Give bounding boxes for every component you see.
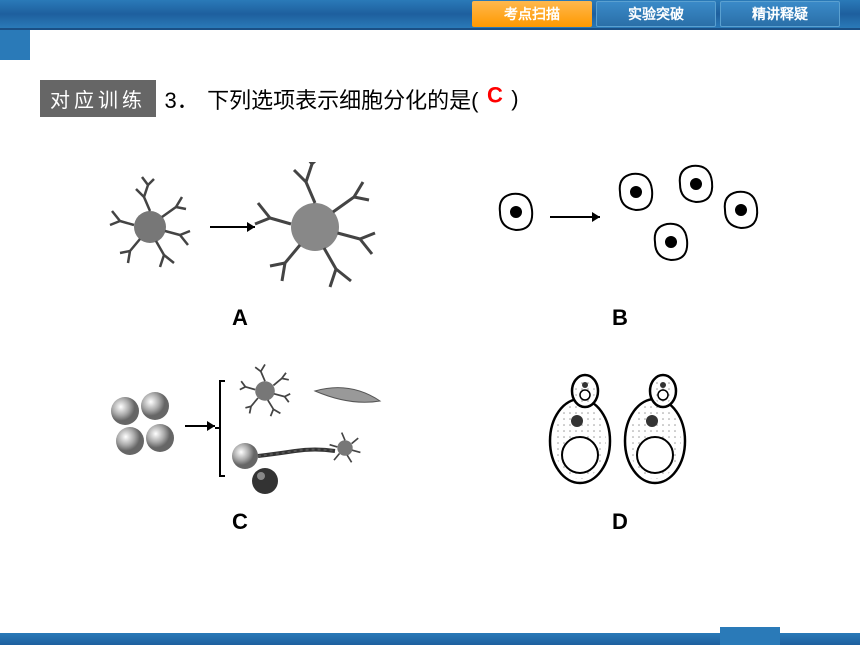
option-d: D xyxy=(450,361,790,535)
option-a-label: A xyxy=(232,305,248,331)
question-number: 3． xyxy=(164,88,198,113)
option-b: B xyxy=(450,157,790,331)
top-navigation-bar: 考点扫描 实验突破 精讲释疑 xyxy=(0,0,860,30)
option-c: C xyxy=(70,361,410,535)
option-c-label: C xyxy=(232,509,248,535)
option-a-diagram xyxy=(100,157,380,297)
top-accent-block xyxy=(0,30,30,60)
answer-letter: C xyxy=(487,83,503,108)
option-d-diagram xyxy=(520,361,720,501)
option-b-label: B xyxy=(612,305,628,331)
question-close: ) xyxy=(511,86,518,111)
tab-kaodian[interactable]: 考点扫描 xyxy=(472,1,592,27)
option-a: A xyxy=(70,157,410,331)
option-b-diagram xyxy=(470,157,770,297)
bottom-bar xyxy=(0,633,860,645)
option-c-diagram xyxy=(90,361,390,501)
option-d-label: D xyxy=(612,509,628,535)
content-area: 对应训练 3． 下列选项表示细胞分化的是( C ) xyxy=(0,30,860,535)
training-badge: 对应训练 xyxy=(40,80,156,117)
tab-shiyan[interactable]: 实验突破 xyxy=(596,1,716,27)
question-text: 下列选项表示细胞分化的是( xyxy=(207,88,478,113)
tab-jingjiang[interactable]: 精讲释疑 xyxy=(720,1,840,27)
options-grid: A xyxy=(40,157,820,535)
